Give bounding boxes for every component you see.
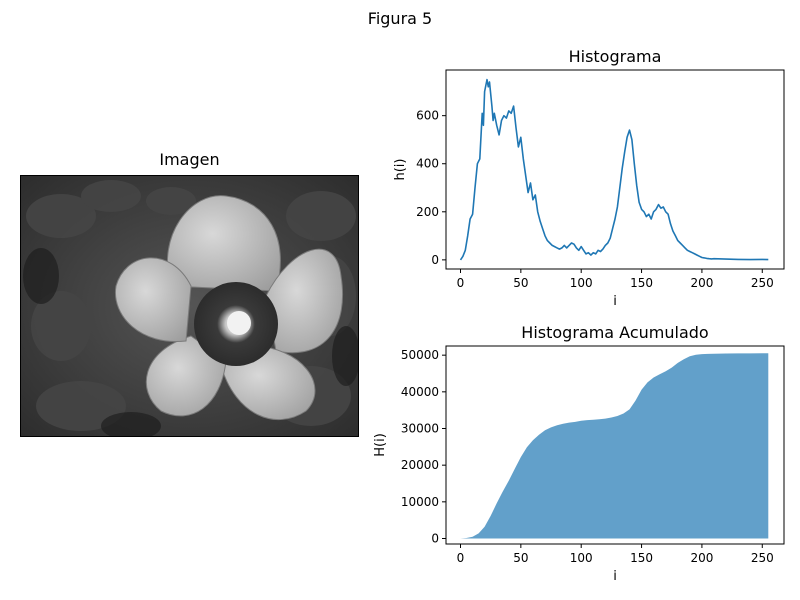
cumulative-xtick-label: 100 xyxy=(570,551,593,565)
flower-image xyxy=(20,175,359,437)
histogram-xtick-label: 50 xyxy=(513,276,528,290)
cumulative-series-area xyxy=(460,353,769,539)
histogram-ytick-label: 0 xyxy=(431,253,439,267)
image-panel-title: Imagen xyxy=(159,150,220,169)
cumulative-ylabel: H(i) xyxy=(373,433,388,457)
cumulative-ytick-label: 10000 xyxy=(401,495,439,509)
cumulative-xtick-label: 50 xyxy=(513,551,528,565)
cumulative-ytick-label: 50000 xyxy=(401,348,439,362)
histogram-axes-frame xyxy=(445,69,785,270)
cumulative-xtick-label: 150 xyxy=(630,551,653,565)
cumulative-xtick-label: 200 xyxy=(690,551,713,565)
histogram-xtick-label: 150 xyxy=(630,276,653,290)
cumulative-ytick-label: 0 xyxy=(431,532,439,546)
histogram-ytick-label: 600 xyxy=(416,109,439,123)
histogram-ytick-label: 400 xyxy=(416,157,439,171)
flower-image-graphic xyxy=(21,176,358,436)
cumulative-xtick-label: 0 xyxy=(457,551,465,565)
histogram-title: Histograma xyxy=(569,47,662,66)
cumulative-ytick-label: 20000 xyxy=(401,458,439,472)
cumulative-title: Histograma Acumulado xyxy=(521,323,708,342)
cumulative-ytick-label: 40000 xyxy=(401,385,439,399)
cumulative-xtick-label: 250 xyxy=(751,551,774,565)
histogram-xtick-label: 200 xyxy=(690,276,713,290)
cumulative-axes-frame xyxy=(445,345,785,545)
histogram-series-line xyxy=(459,78,769,261)
cumulative-ytick-label: 30000 xyxy=(401,422,439,436)
histogram-xtick-label: 250 xyxy=(751,276,774,290)
figure-title: Figura 5 xyxy=(367,9,433,28)
histogram-ylabel: h(i) xyxy=(393,159,408,181)
histogram-ytick-label: 200 xyxy=(416,205,439,219)
histogram-xlabel: i xyxy=(613,294,617,309)
histogram-xtick-label: 100 xyxy=(570,276,593,290)
histogram-xtick-label: 0 xyxy=(457,276,465,290)
cumulative-xlabel: i xyxy=(613,569,617,584)
